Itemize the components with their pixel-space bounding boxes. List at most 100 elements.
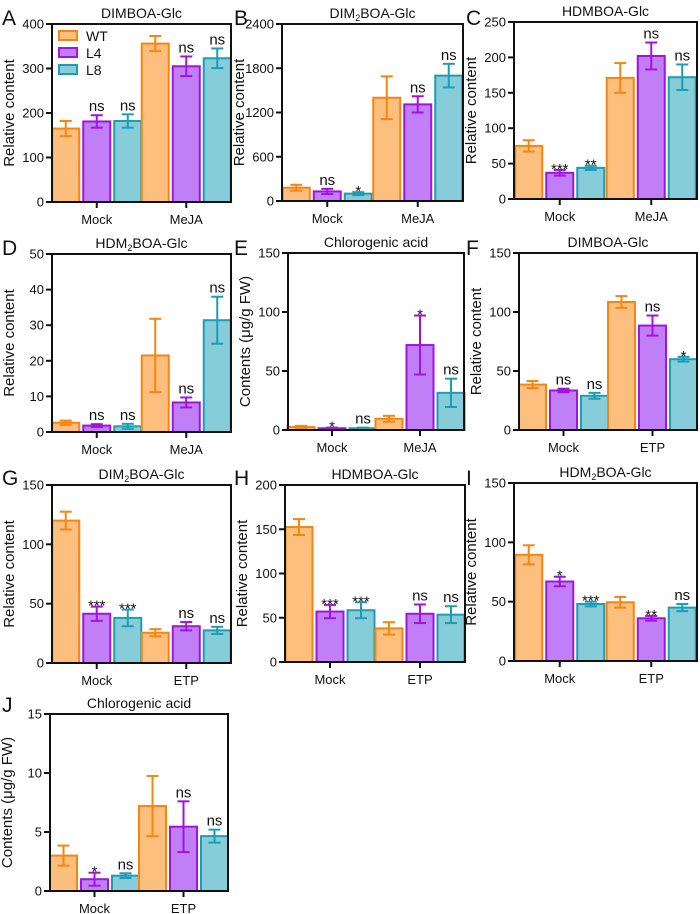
- y-tick-label: 10: [30, 389, 44, 404]
- significance-label: ns: [443, 589, 459, 606]
- bar-L8-ETP: [202, 629, 232, 664]
- significance-label: ns: [176, 784, 192, 801]
- y-tick-label: 1200: [245, 105, 274, 120]
- y-tick-label: 15: [28, 707, 42, 722]
- x-tick-label: ETP: [407, 672, 432, 687]
- significance-label: ns: [178, 605, 194, 622]
- y-tick-label: 150: [484, 476, 506, 491]
- y-tick-label: 400: [22, 17, 44, 32]
- y-tick-label: 150: [484, 85, 506, 100]
- legend-label: WT: [86, 28, 108, 44]
- bar-L8-Mock: [576, 603, 606, 662]
- y-tick-label: 0: [270, 655, 277, 670]
- legend-label: L8: [86, 62, 102, 78]
- significance-label: **: [645, 607, 657, 624]
- y-axis-label: Relative content: [1, 58, 18, 166]
- significance-label: *: [329, 419, 335, 436]
- y-tick-label: 40: [30, 282, 44, 297]
- significance-label: *: [681, 348, 687, 365]
- panel-letter: H: [234, 467, 249, 490]
- bar-L4-MeJA: [171, 65, 201, 204]
- bar-L4-Mock: [82, 120, 112, 203]
- plot-frame: [49, 713, 229, 892]
- panel-title: Chlorogenic acid: [87, 695, 191, 711]
- panel-title: Chlorogenic acid: [324, 234, 428, 250]
- panel-H: H HDMBOA-Glc Relative content *** *** Mock ns n…: [234, 466, 466, 687]
- y-axis-label: Relative content: [231, 58, 248, 166]
- y-tick-label: 5: [35, 825, 42, 840]
- y-tick-label: 50: [30, 596, 44, 611]
- y-axis-label: Relative content: [468, 287, 485, 395]
- panel-letter: F: [466, 237, 479, 260]
- panel-title: DIM2BOA-Glc: [330, 5, 416, 23]
- y-tick-label: 0: [267, 194, 274, 209]
- panel-letter: J: [2, 694, 13, 717]
- bar-L4-ETP: [636, 617, 666, 663]
- significance-label: ns: [319, 172, 335, 189]
- y-tick-label: 0: [35, 884, 42, 899]
- bar-L4-ETP: [638, 324, 667, 432]
- bar-WT-Mock: [514, 553, 544, 662]
- legend-swatch-L8: [58, 64, 78, 75]
- bar-WT-ETP: [607, 300, 636, 431]
- y-tick-label: 150: [255, 522, 277, 537]
- significance-label: ns: [209, 280, 225, 297]
- y-tick-label: 200: [22, 106, 44, 121]
- bar-L8-MeJA: [667, 76, 697, 200]
- panel-title: DIMBOA-Glc: [101, 5, 182, 21]
- panel-title: HDM2BOA-Glc: [559, 464, 651, 482]
- x-tick-label: MeJA: [401, 211, 435, 226]
- panel-letter: C: [466, 7, 481, 30]
- bar-WT-Mock: [284, 526, 314, 663]
- bar-L8-MeJA: [202, 57, 232, 203]
- legend-swatch-L4: [58, 47, 78, 58]
- significance-label: ns: [178, 39, 194, 56]
- bar-WT-ETP: [605, 601, 635, 663]
- y-axis-label: Relative content: [1, 519, 18, 627]
- x-tick-label: Mock: [316, 440, 348, 455]
- y-tick-label: 150: [258, 246, 280, 261]
- x-tick-label: Mock: [79, 901, 111, 914]
- significance-label: *: [92, 864, 98, 881]
- bar-L8-Mock: [113, 120, 143, 203]
- significance-label: ns: [118, 856, 134, 873]
- bar-L8-MeJA: [434, 74, 464, 202]
- significance-label: ns: [410, 79, 426, 96]
- y-tick-label: 150: [489, 246, 511, 261]
- y-tick-label: 0: [499, 192, 506, 207]
- x-tick-label: MeJA: [170, 442, 204, 457]
- bar-WT-MeJA: [140, 42, 170, 203]
- y-tick-label: 100: [484, 535, 506, 550]
- x-tick-label: MeJA: [403, 440, 437, 455]
- significance-label: ns: [643, 26, 659, 43]
- bar-L4-MeJA: [636, 54, 666, 201]
- bar-L4-ETP: [171, 625, 201, 664]
- y-tick-label: 150: [22, 478, 44, 493]
- panel-letter: E: [234, 237, 248, 260]
- y-tick-label: 50: [263, 610, 277, 625]
- y-tick-label: 100: [258, 305, 280, 320]
- plot-frame: [518, 252, 698, 431]
- plot-frame: [51, 253, 232, 433]
- significance-label: ns: [207, 813, 223, 830]
- y-axis-label: Contents (μg/g FW): [237, 276, 254, 407]
- y-tick-label: 0: [37, 195, 44, 210]
- y-tick-label: 100: [255, 566, 277, 581]
- x-tick-label: ETP: [174, 673, 199, 688]
- y-tick-label: 200: [255, 478, 277, 493]
- bar-L4-Mock: [545, 580, 575, 663]
- significance-label: ns: [178, 380, 194, 397]
- significance-label: ns: [89, 98, 105, 115]
- y-tick-label: 100: [489, 305, 511, 320]
- y-tick-label: 600: [252, 149, 274, 164]
- x-tick-label: Mock: [312, 211, 344, 226]
- y-tick-label: 250: [484, 15, 506, 30]
- panel-letter: B: [234, 7, 248, 30]
- panel-letter: G: [2, 467, 18, 490]
- y-tick-label: 50: [492, 156, 506, 171]
